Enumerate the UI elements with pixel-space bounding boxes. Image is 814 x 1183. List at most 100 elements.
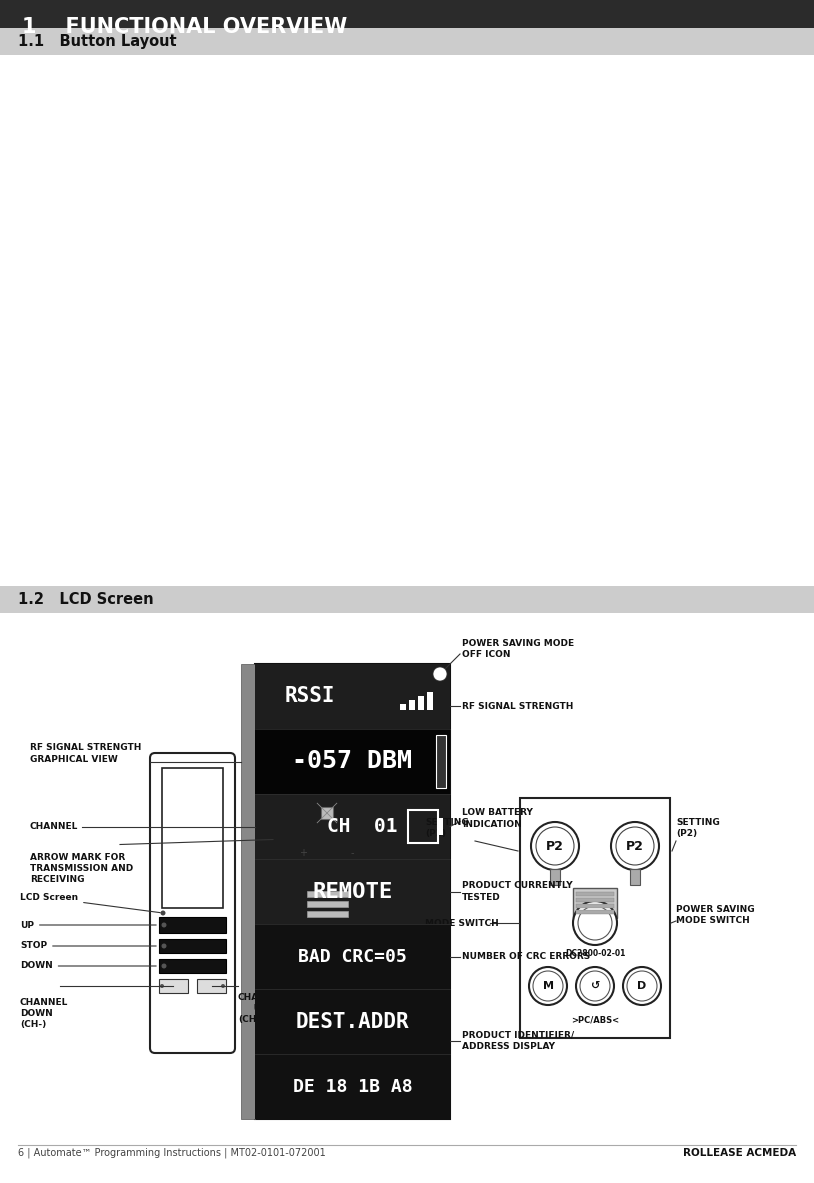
Bar bbox=[255, 729, 450, 794]
Text: SETTING
(P2): SETTING (P2) bbox=[676, 817, 720, 838]
Bar bbox=[573, 888, 617, 918]
Bar bbox=[438, 819, 443, 835]
Text: RF SIGNAL STRENGTH
GRAPHICAL VIEW: RF SIGNAL STRENGTH GRAPHICAL VIEW bbox=[30, 743, 142, 763]
Bar bbox=[0, 28, 814, 54]
Bar bbox=[409, 699, 415, 710]
Bar bbox=[255, 794, 450, 859]
Bar bbox=[436, 735, 446, 788]
FancyBboxPatch shape bbox=[291, 764, 364, 1042]
Text: 1    FUNCTIONAL OVERVIEW: 1 FUNCTIONAL OVERVIEW bbox=[22, 17, 348, 37]
Circle shape bbox=[161, 944, 167, 949]
Text: P2: P2 bbox=[546, 840, 564, 853]
Text: -057 DBM: -057 DBM bbox=[292, 750, 413, 774]
Bar bbox=[255, 664, 450, 1119]
Text: DE 18 1B A8: DE 18 1B A8 bbox=[293, 1078, 413, 1095]
Bar bbox=[418, 696, 424, 710]
Bar bbox=[400, 704, 406, 710]
Text: DC2800-02-01: DC2800-02-01 bbox=[565, 949, 625, 957]
Circle shape bbox=[160, 911, 165, 916]
Bar bbox=[408, 810, 438, 842]
Circle shape bbox=[531, 822, 579, 870]
Circle shape bbox=[611, 822, 659, 870]
Bar bbox=[576, 904, 614, 909]
Bar bbox=[255, 924, 450, 989]
Bar bbox=[159, 939, 226, 953]
Text: CHANNEL
DOWN
(CH-): CHANNEL DOWN (CH-) bbox=[20, 998, 68, 1029]
Text: P2: P2 bbox=[626, 840, 644, 853]
Circle shape bbox=[433, 667, 447, 681]
Bar bbox=[255, 924, 450, 989]
Text: RF SIGNAL STRENGTH: RF SIGNAL STRENGTH bbox=[462, 702, 573, 711]
Bar bbox=[162, 768, 223, 909]
Bar bbox=[255, 1054, 450, 1119]
Circle shape bbox=[221, 984, 225, 988]
Bar bbox=[307, 911, 348, 917]
Bar bbox=[299, 833, 307, 873]
Text: SETTING
(P2): SETTING (P2) bbox=[425, 817, 469, 838]
Text: -: - bbox=[350, 848, 354, 858]
Text: ARROW MARK FOR
TRANSMISSION AND
RECEIVING: ARROW MARK FOR TRANSMISSION AND RECEIVIN… bbox=[30, 853, 133, 884]
Bar bbox=[313, 807, 341, 819]
Bar bbox=[255, 664, 450, 729]
Bar bbox=[303, 883, 352, 923]
Bar bbox=[255, 859, 450, 924]
Text: NUMBER OF CRC ERRORS: NUMBER OF CRC ERRORS bbox=[462, 952, 590, 961]
Bar bbox=[576, 898, 614, 901]
Circle shape bbox=[623, 967, 661, 1006]
Text: DEST.ADDR: DEST.ADDR bbox=[295, 1011, 409, 1032]
Bar bbox=[241, 664, 255, 1119]
Text: 1.2   LCD Screen: 1.2 LCD Screen bbox=[18, 592, 154, 607]
Text: D: D bbox=[637, 981, 646, 991]
Bar bbox=[630, 870, 640, 885]
Text: PRODUCT CURRENTLY
TESTED: PRODUCT CURRENTLY TESTED bbox=[462, 881, 572, 901]
Text: POWER SAVING MODE
OFF ICON: POWER SAVING MODE OFF ICON bbox=[462, 639, 574, 659]
Circle shape bbox=[573, 901, 617, 945]
Text: RSSI: RSSI bbox=[285, 686, 335, 706]
Text: BAD CRC=05: BAD CRC=05 bbox=[298, 948, 407, 965]
Bar bbox=[159, 980, 188, 993]
Bar bbox=[321, 807, 333, 819]
Circle shape bbox=[160, 984, 164, 988]
Text: LOW BATTERY
INDICATION: LOW BATTERY INDICATION bbox=[462, 808, 533, 828]
Text: 6 | Automate™ Programming Instructions | MT02-0101-072001: 6 | Automate™ Programming Instructions |… bbox=[18, 1148, 326, 1158]
Bar bbox=[427, 692, 433, 710]
Bar bbox=[197, 980, 226, 993]
Text: +: + bbox=[299, 848, 307, 858]
Bar bbox=[0, 50, 814, 53]
Text: MODE SWITCH: MODE SWITCH bbox=[425, 918, 499, 927]
Circle shape bbox=[627, 971, 657, 1001]
Circle shape bbox=[161, 923, 167, 927]
Bar bbox=[520, 799, 670, 1037]
Text: CH  01: CH 01 bbox=[327, 817, 397, 836]
Text: M: M bbox=[542, 981, 554, 991]
Text: DOWN: DOWN bbox=[20, 962, 156, 970]
Circle shape bbox=[536, 827, 574, 865]
Text: ROLLEASE ACMEDA: ROLLEASE ACMEDA bbox=[683, 1148, 796, 1158]
Circle shape bbox=[161, 963, 167, 969]
Bar bbox=[159, 917, 226, 933]
Bar bbox=[0, 0, 814, 50]
Bar bbox=[307, 891, 348, 897]
Text: STOP: STOP bbox=[20, 942, 156, 950]
Text: LCD Screen: LCD Screen bbox=[20, 893, 160, 912]
Text: >PC/ABS<: >PC/ABS< bbox=[571, 1015, 619, 1024]
FancyBboxPatch shape bbox=[150, 754, 235, 1053]
Circle shape bbox=[529, 967, 567, 1006]
Circle shape bbox=[576, 967, 614, 1006]
Bar bbox=[255, 989, 450, 1054]
Text: PRODUCT IDENTIFIER/
ADDRESS DISPLAY: PRODUCT IDENTIFIER/ ADDRESS DISPLAY bbox=[462, 1030, 574, 1051]
Bar bbox=[0, 586, 814, 613]
Bar bbox=[550, 870, 560, 885]
Text: UP: UP bbox=[20, 920, 156, 930]
Text: REMOTE: REMOTE bbox=[313, 881, 392, 901]
Bar bbox=[307, 901, 348, 907]
Text: POWER SAVING
MODE SWITCH: POWER SAVING MODE SWITCH bbox=[676, 905, 755, 925]
Text: CHANNEL
     UP
(CH+): CHANNEL UP (CH+) bbox=[238, 993, 287, 1024]
Text: ↺: ↺ bbox=[590, 981, 600, 991]
Bar bbox=[159, 959, 226, 972]
Bar bbox=[255, 989, 450, 1054]
Text: CHANNEL: CHANNEL bbox=[30, 822, 78, 830]
Bar bbox=[255, 1054, 450, 1119]
Bar bbox=[576, 910, 614, 914]
Circle shape bbox=[578, 906, 612, 940]
